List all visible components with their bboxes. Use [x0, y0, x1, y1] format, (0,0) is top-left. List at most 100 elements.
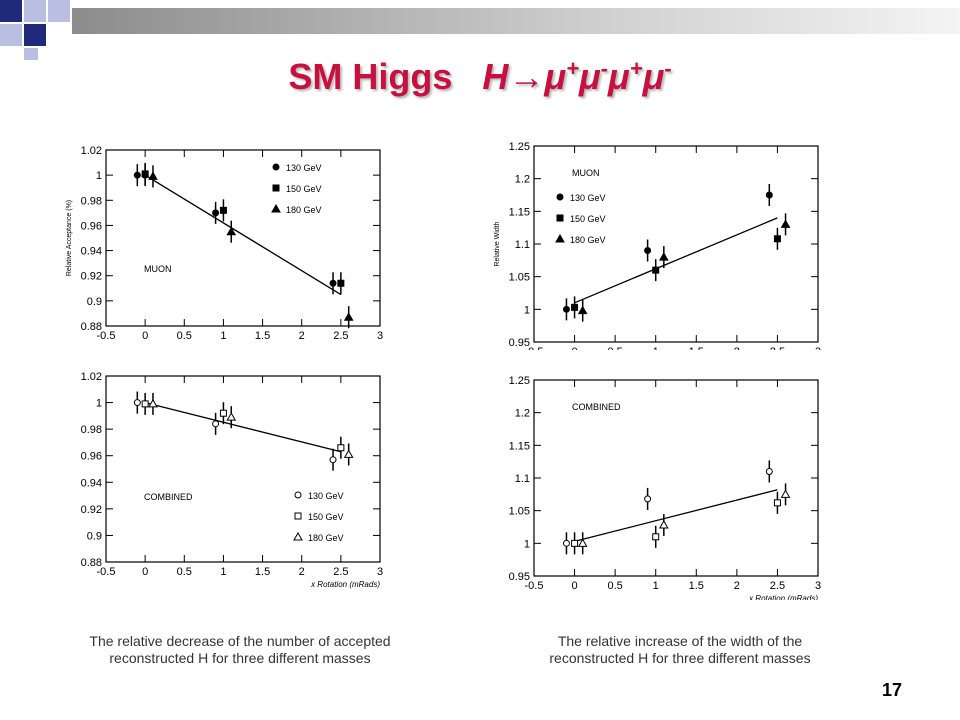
x-tick-label: -0.5 [97, 566, 116, 578]
y-tick-label: 0.9 [87, 296, 102, 308]
x-tick-label: 1.5 [689, 346, 704, 350]
marker-square [219, 206, 227, 214]
marker-triangle [658, 520, 669, 529]
marker-square [773, 499, 781, 507]
marker-circle [765, 191, 773, 199]
y-tick-label: 1.2 [515, 174, 530, 186]
title-formula: H→μ+μ-μ+μ- [482, 56, 672, 97]
plot-frame [105, 149, 381, 327]
marker-square [141, 170, 149, 178]
y-tick-label: 0.98 [81, 195, 102, 207]
x-tick-label: 0 [572, 580, 578, 592]
y-axis-label: Relative Acceptance (%) [66, 200, 73, 276]
marker-triangle [658, 252, 669, 261]
x-axis-label: x Rotation (mRads) [310, 580, 380, 589]
x-tick-label: 3 [377, 566, 383, 578]
chart-width-combined: -0.5 0 0.5 1 1.5 2 2.5 3 0.95 1 1.05 1.1 1.15 1.2 1.25… [509, 375, 821, 600]
x-tick-label: 1.5 [255, 330, 270, 342]
x-tick-label: 1 [220, 330, 226, 342]
deco-square [0, 0, 22, 22]
legend-label: 180 GeV [570, 235, 606, 245]
panel-label: COMBINED [572, 402, 621, 412]
x-tick-label: -0.5 [97, 330, 116, 342]
panel-label: MUON [144, 264, 172, 274]
x-tick-label: 0.5 [177, 330, 192, 342]
y-tick-label: 1 [96, 170, 102, 182]
marker-triangle [577, 538, 588, 547]
marker-circle [562, 539, 570, 547]
y-tick-label: 1.02 [81, 145, 102, 157]
marker-triangle [343, 449, 354, 458]
panel-label: MUON [572, 168, 600, 178]
y-axis-label: Relative Width [494, 221, 501, 266]
marker-circle [329, 456, 337, 464]
x-tick-label: 3 [815, 346, 821, 350]
marker-triangle [148, 398, 158, 408]
y-tick-label: 0.95 [509, 337, 530, 349]
marker-triangle [226, 412, 237, 421]
deco-square [0, 24, 22, 46]
header-gradient-bar [72, 8, 960, 34]
x-axis-label: x Rotation (mRads) [748, 594, 818, 600]
x-tick-label: 2.5 [770, 580, 785, 592]
x-tick-label: 0 [142, 330, 148, 342]
marker-triangle [577, 305, 588, 315]
fit-line [144, 401, 342, 453]
y-tick-label: 1 [96, 398, 102, 410]
marker-circle [329, 279, 337, 287]
legend-label: 150 GeV [570, 214, 606, 224]
x-tick-label: -0.5 [525, 346, 544, 350]
y-tick-label: 0.88 [81, 557, 102, 569]
chart-acceptance-muon: -0.5 0 0.5 1 1.5 2 2.5 3 0.88 0.9 0.92 0.94 0.96 0.98… [66, 145, 383, 342]
y-tick-label: 1.25 [509, 375, 530, 387]
deco-square [24, 48, 38, 60]
marker-triangle [555, 233, 565, 243]
y-tick-label: 1.25 [509, 141, 530, 153]
marker-square [141, 400, 149, 408]
x-tick-label: 1 [653, 346, 659, 350]
deco-square [48, 0, 70, 22]
y-tick-label: 0.94 [81, 477, 102, 489]
marker-triangle [293, 531, 303, 541]
x-tick-label: 0.5 [177, 566, 192, 578]
title-main: SM Higgs [288, 56, 453, 97]
legend-label: 130 GeV [570, 193, 606, 203]
deco-square [24, 24, 46, 46]
y-tick-label: 0.9 [87, 530, 102, 542]
y-tick-label: 1.15 [509, 206, 530, 218]
marker-circle [133, 171, 141, 179]
marker-circle [644, 247, 652, 255]
y-tick-label: 0.96 [81, 220, 102, 232]
x-tick-label: 2.5 [333, 330, 348, 342]
y-tick-label: 0.92 [81, 271, 102, 283]
marker-square [773, 235, 781, 243]
marker-triangle [226, 226, 237, 236]
y-tick-label: 0.96 [81, 451, 102, 463]
y-tick-label: 1 [524, 304, 530, 316]
x-tick-label: -0.5 [525, 580, 544, 592]
x-tick-label: 1.5 [689, 580, 704, 592]
x-tick-label: 2 [734, 580, 740, 592]
marker-square [337, 279, 345, 287]
fit-line [574, 489, 778, 543]
y-tick-label: 0.88 [81, 321, 102, 333]
y-tick-label: 1.02 [81, 371, 102, 383]
deco-square [24, 0, 46, 22]
marker-square [294, 512, 302, 520]
y-tick-label: 1.2 [515, 408, 530, 420]
marker-circle [765, 467, 773, 475]
x-tick-label: 2.5 [333, 566, 348, 578]
chart-acceptance-combined: -0.5 0 0.5 1 1.5 2 2.5 3 0.88 0.9 0.92 0.94 0.96 0.98… [81, 371, 383, 589]
x-tick-label: 1 [653, 580, 659, 592]
x-tick-label: 2 [299, 566, 305, 578]
x-tick-label: 0 [572, 346, 578, 350]
marker-circle [644, 495, 652, 503]
x-tick-label: 2 [299, 330, 305, 342]
x-tick-label: 2.5 [770, 346, 785, 350]
marker-square [337, 444, 345, 452]
marker-circle [212, 209, 220, 217]
marker-circle [133, 399, 141, 407]
legend-label: 150 GeV [308, 512, 344, 522]
marker-square [219, 409, 227, 417]
marker-square [652, 266, 660, 274]
